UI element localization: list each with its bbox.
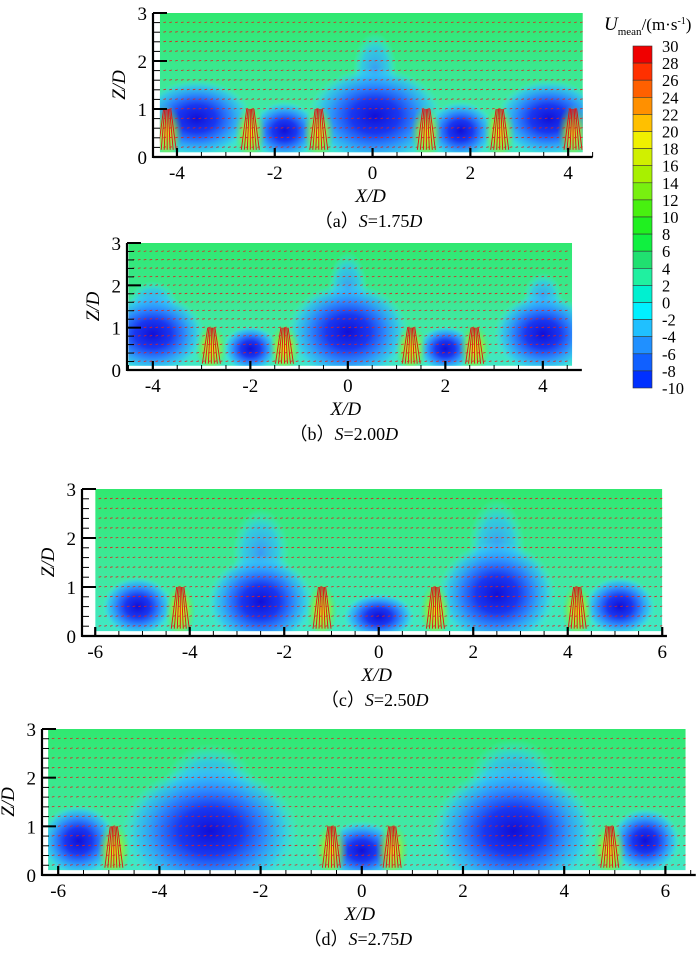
y-axis-label: Z/D — [38, 547, 59, 577]
y-tick-label: 0 — [138, 148, 148, 169]
y-tick-label: 3 — [67, 480, 77, 501]
y-tick-label: 0 — [67, 627, 77, 648]
x-tick-label: 0 — [368, 163, 378, 184]
velocity-field — [101, 243, 592, 380]
panel-a: 0 1 2 3 -4 -2 0 2 4 X/D Z/D （a）S=1.75D — [109, 4, 601, 231]
caption-s: S — [335, 424, 344, 444]
y-axis-label: Z/D — [109, 70, 130, 100]
caption-value: =1.75 — [368, 211, 410, 231]
caption-prefix: （a） — [315, 211, 359, 231]
x-tick-label: 4 — [563, 642, 573, 663]
caption-s: S — [359, 211, 368, 231]
caption-s: S — [365, 690, 374, 710]
panel-caption: （b）S=2.00D — [290, 424, 399, 444]
y-tick-label: 1 — [138, 100, 148, 121]
panel-c: 0 1 2 3 -6 -4 -2 0 2 4 6 X/D Z/D （c）S=2.50D — [38, 480, 667, 710]
x-tick-label: 4 — [563, 163, 573, 184]
x-tick-label: -4 — [169, 163, 185, 184]
y-tick-label: 2 — [112, 276, 122, 297]
caption-value: =2.00 — [344, 424, 386, 444]
x-tick-label: 0 — [374, 642, 384, 663]
y-tick-label: 2 — [67, 529, 77, 550]
caption-d: D — [384, 424, 398, 444]
caption-value: =2.50 — [374, 690, 416, 710]
x-tick-label: -2 — [276, 642, 292, 663]
x-tick-label: 2 — [441, 376, 451, 397]
x-tick-label: 6 — [657, 642, 667, 663]
y-tick-label: 3 — [112, 234, 122, 255]
y-axis-label: Z/D — [83, 291, 104, 321]
y-tick-label: 0 — [112, 361, 122, 382]
x-tick-label: 2 — [468, 642, 478, 663]
vortex-region — [121, 766, 298, 897]
x-axis-label: X/D — [360, 665, 392, 686]
x-tick-label: -4 — [182, 642, 198, 663]
x-tick-label: -2 — [242, 376, 258, 397]
caption-prefix: （b） — [290, 424, 335, 444]
panel-caption: （a）S=1.75D — [315, 211, 423, 231]
y-tick-label: 2 — [138, 52, 148, 73]
vortex-region — [431, 766, 595, 897]
caption-prefix: （c） — [321, 690, 365, 710]
x-axis-label: X/D — [330, 399, 362, 420]
caption-d: D — [408, 211, 422, 231]
panel-b: 0 1 2 3 -4 -2 0 2 4 X/D Z/D （b）S=2.00D — [83, 234, 592, 444]
velocity-field — [142, 13, 601, 165]
y-tick-label: 1 — [67, 578, 77, 599]
y-tick-label: 3 — [138, 4, 148, 25]
x-tick-label: -2 — [267, 163, 283, 184]
panel-caption: （c）S=2.50D — [321, 690, 429, 710]
velocity-field — [95, 489, 662, 648]
x-tick-label: -6 — [87, 642, 103, 663]
y-tick-label: 1 — [112, 319, 122, 340]
x-tick-label: 0 — [343, 376, 353, 397]
caption-d: D — [415, 690, 429, 710]
x-axis-label: X/D — [354, 186, 386, 207]
x-tick-label: -4 — [145, 376, 161, 397]
x-tick-label: 4 — [538, 376, 548, 397]
x-tick-label: 2 — [466, 163, 476, 184]
